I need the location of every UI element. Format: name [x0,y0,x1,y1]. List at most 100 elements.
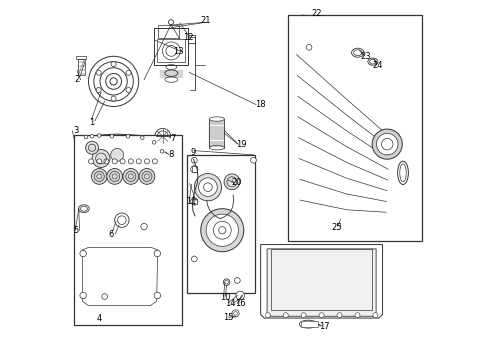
Text: 9: 9 [190,148,196,157]
Text: 7: 7 [170,134,175,143]
Circle shape [115,213,129,227]
Circle shape [120,159,125,164]
Circle shape [336,313,341,318]
Text: 19: 19 [235,140,245,149]
Circle shape [92,149,110,167]
Circle shape [140,136,144,139]
Circle shape [223,279,229,285]
Bar [287,15,421,241]
Circle shape [194,174,221,201]
Ellipse shape [299,320,317,328]
Circle shape [234,278,240,283]
Polygon shape [203,169,231,194]
Circle shape [152,159,157,164]
Text: 1: 1 [88,118,94,127]
Circle shape [190,198,198,205]
Text: 3: 3 [73,126,79,135]
Circle shape [104,159,109,164]
Circle shape [122,168,139,184]
Circle shape [126,134,129,138]
Circle shape [85,141,99,154]
Text: 11: 11 [186,197,197,206]
Text: 12: 12 [183,33,193,42]
Circle shape [319,313,324,318]
Polygon shape [79,244,162,311]
Circle shape [154,292,160,299]
Circle shape [224,174,239,190]
Ellipse shape [209,145,224,150]
Circle shape [80,292,86,299]
Circle shape [191,157,197,163]
Text: 23: 23 [360,52,370,61]
Ellipse shape [164,70,178,76]
Circle shape [112,159,117,164]
Polygon shape [260,244,382,318]
Bar [158,25,179,39]
Text: 5: 5 [73,226,79,235]
Circle shape [110,134,113,138]
Circle shape [301,313,305,318]
Circle shape [126,70,131,75]
Circle shape [168,20,173,25]
Bar [179,35,195,43]
Circle shape [111,96,116,101]
Text: 6: 6 [108,230,114,239]
Circle shape [265,313,270,318]
Circle shape [155,129,170,144]
Circle shape [80,250,86,257]
Text: 18: 18 [254,100,264,109]
Circle shape [126,87,131,93]
Text: 4: 4 [97,314,102,323]
Circle shape [84,135,88,139]
Circle shape [376,134,397,155]
Circle shape [190,166,198,173]
Polygon shape [80,134,164,222]
Ellipse shape [397,161,407,184]
Circle shape [88,56,139,107]
Circle shape [91,168,107,184]
Circle shape [154,250,160,257]
Ellipse shape [212,159,223,165]
Ellipse shape [367,58,377,65]
Circle shape [106,168,122,184]
Circle shape [128,159,133,164]
Text: 13: 13 [172,47,183,56]
Polygon shape [293,42,394,223]
Bar [154,28,188,65]
Circle shape [201,209,244,252]
Circle shape [96,87,101,93]
Text: 10: 10 [220,293,230,302]
Circle shape [152,140,156,144]
Circle shape [110,148,123,161]
Circle shape [250,157,256,163]
Text: 24: 24 [372,61,383,70]
Ellipse shape [209,117,224,121]
Bar [271,249,371,310]
Bar [157,39,185,62]
Polygon shape [266,249,375,316]
Text: 21: 21 [201,16,211,25]
Text: 17: 17 [318,322,329,331]
Circle shape [90,134,94,138]
Text: 15: 15 [223,313,233,322]
Text: 16: 16 [234,299,245,308]
Bar [76,55,86,59]
Circle shape [283,313,287,318]
Circle shape [111,62,116,67]
Circle shape [160,149,163,153]
Ellipse shape [206,166,228,172]
Text: 8: 8 [168,150,174,159]
Ellipse shape [78,205,89,213]
Ellipse shape [153,148,165,156]
Bar [192,166,197,172]
Circle shape [191,256,197,262]
Circle shape [198,178,217,197]
Bar [74,135,182,325]
Circle shape [88,159,93,164]
Bar [78,59,84,75]
Circle shape [371,129,402,159]
Text: 25: 25 [331,223,341,232]
Circle shape [96,70,101,75]
Bar [300,321,317,327]
Polygon shape [191,159,253,284]
